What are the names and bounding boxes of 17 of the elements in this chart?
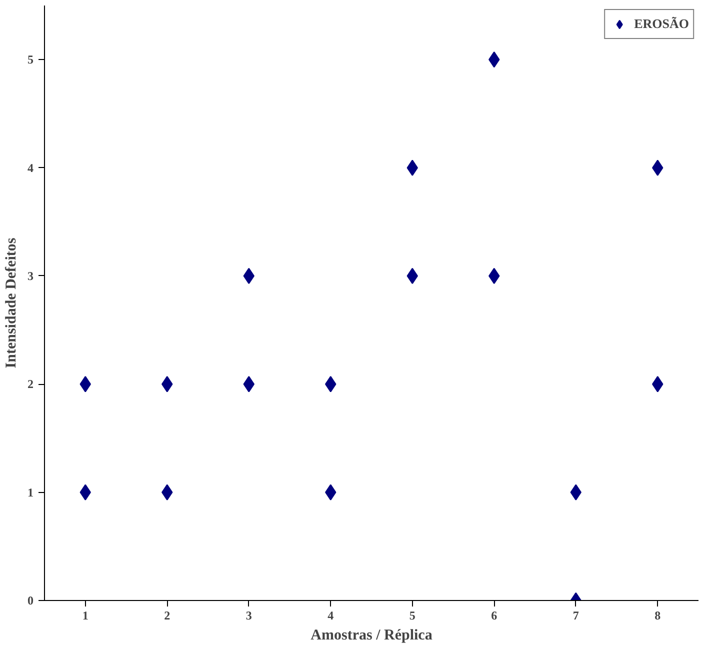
y-tick-label: 3 <box>28 268 34 283</box>
x-tick-label: 3 <box>246 608 252 622</box>
x-tick-label: 4 <box>328 608 334 622</box>
y-tick-label: 0 <box>28 594 34 608</box>
y-tick-label: 5 <box>28 52 34 67</box>
y-tick-label: 4 <box>28 160 34 175</box>
x-axis-title: Amostras / Réplica <box>310 628 433 644</box>
x-tick-label: 2 <box>164 608 170 622</box>
legend-label: EROSÃO <box>634 16 689 32</box>
y-axis-title: Intensidade Defeitos <box>4 238 20 368</box>
x-tick-label: 1 <box>82 608 88 622</box>
x-tick-label: 6 <box>491 608 498 622</box>
x-tick-label: 5 <box>409 608 416 622</box>
y-tick-label: 2 <box>28 377 34 392</box>
y-tick-label: 1 <box>28 485 34 500</box>
x-tick-label: 7 <box>572 608 579 622</box>
x-tick-label: 8 <box>654 608 661 622</box>
